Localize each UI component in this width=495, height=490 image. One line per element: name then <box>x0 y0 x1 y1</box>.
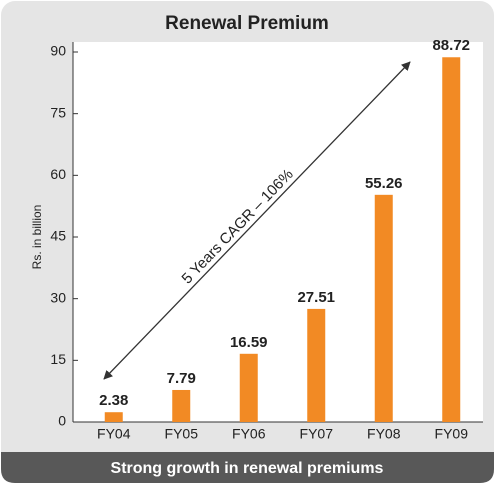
plot-area <box>73 42 483 422</box>
x-tick-label: FY04 <box>97 426 131 442</box>
bar <box>442 57 461 423</box>
footer-band <box>1 452 494 483</box>
x-tick-label: FY06 <box>232 426 266 442</box>
caption: Strong growth in renewal premiums <box>111 460 384 477</box>
bar <box>307 308 326 422</box>
x-tick-label: FY05 <box>165 426 199 442</box>
chart-title: Renewal Premium <box>165 13 329 34</box>
y-tick-label: 75 <box>50 104 66 120</box>
value-label: 27.51 <box>297 289 335 306</box>
y-tick-label: 0 <box>58 413 66 429</box>
y-tick-label: 30 <box>50 289 66 305</box>
y-tick-label: 60 <box>50 166 66 182</box>
y-tick-label: 90 <box>50 43 66 59</box>
x-tick-label: FY07 <box>300 426 334 442</box>
y-tick-label: 15 <box>50 351 66 367</box>
value-label: 55.26 <box>365 175 403 192</box>
value-label: 88.72 <box>432 37 470 54</box>
bar <box>172 389 191 422</box>
bar <box>374 194 393 422</box>
x-tick-label: FY08 <box>367 426 401 442</box>
bar <box>239 353 258 422</box>
x-tick-label: FY09 <box>435 426 469 442</box>
bar <box>104 412 123 422</box>
value-label: 7.79 <box>167 370 196 387</box>
value-label: 16.59 <box>230 334 268 351</box>
value-label: 2.38 <box>99 392 128 409</box>
y-tick-label: 45 <box>50 228 66 244</box>
cagr-arrow <box>103 61 411 380</box>
y-axis-label: Rs. in billion <box>30 205 44 270</box>
